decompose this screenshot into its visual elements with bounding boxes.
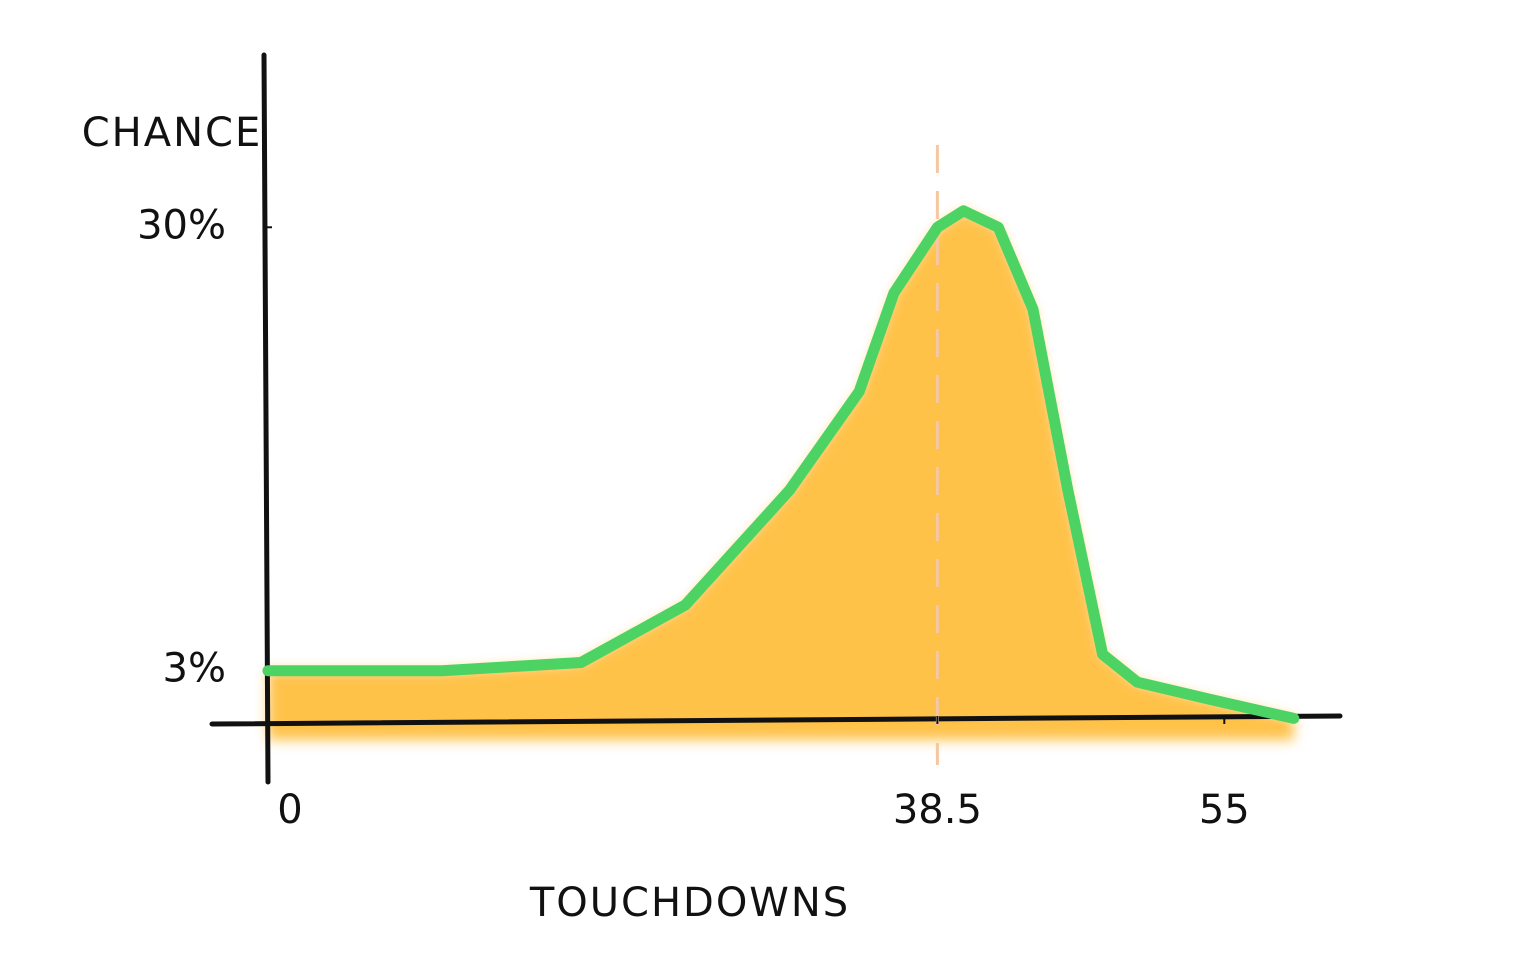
line xyxy=(262,205,1300,724)
y-axis-title: CHANCE xyxy=(82,110,263,156)
x-tick-label: 38.5 xyxy=(893,787,982,833)
x-tick-label: 0 xyxy=(277,787,302,833)
y-axis xyxy=(261,52,271,785)
x-axis-title: TOUCHDOWNS xyxy=(529,880,850,926)
area-fill xyxy=(268,210,1294,741)
x-tick-label: 55 xyxy=(1199,787,1250,833)
y-tick-label: 3% xyxy=(163,646,226,692)
x-axis xyxy=(209,713,1343,727)
y-tick-label: 30% xyxy=(137,202,226,248)
